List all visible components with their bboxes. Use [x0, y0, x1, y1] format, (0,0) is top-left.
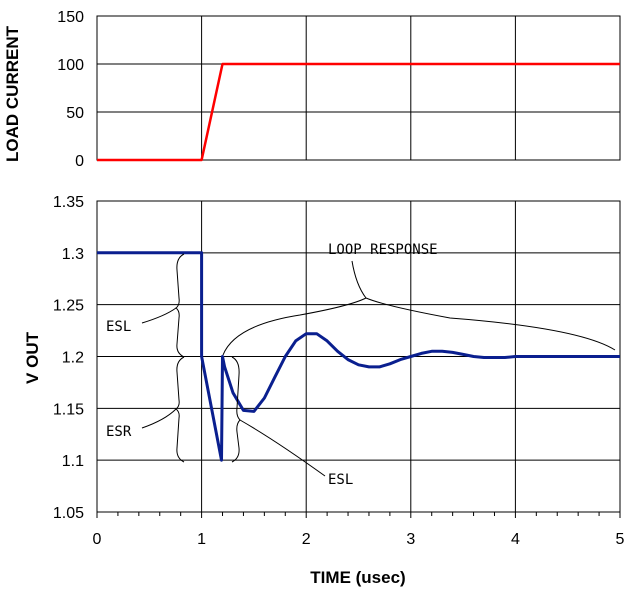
y-tick-label: 1.3: [62, 246, 84, 263]
y-tick-label: 1.05: [53, 505, 84, 522]
y-tick-label: 50: [66, 105, 84, 122]
y-tick-label: 0: [75, 153, 84, 170]
esr-label: ESR: [106, 424, 132, 440]
load-current-plot: 0 50 100 150: [57, 9, 621, 170]
esl-bottom-leader: [239, 419, 326, 477]
y-tick-label: 1.1: [62, 453, 84, 470]
esl-bottom-brace: [231, 356, 241, 463]
x-tick-label: 4: [511, 531, 520, 548]
esl-bottom-label: ESL: [328, 472, 353, 488]
loop-response-brace: [222, 297, 616, 356]
y-tick-label: 1.25: [53, 298, 84, 315]
esr-leader: [141, 408, 177, 429]
vout-plot: 1.05 1.1 1.15 1.2 1.25 1.3 1.35 0 1 2 3 4 5: [53, 194, 625, 548]
vout-axis-title: V OUT: [23, 331, 42, 384]
annotations: LOOP RESPONSE ESL ESR ESL: [106, 242, 616, 488]
loop-response-label: LOOP RESPONSE: [328, 242, 438, 258]
y-tick-label: 1.15: [53, 401, 84, 418]
plot-frame: [96, 15, 621, 161]
x-tick-label: 1: [197, 531, 206, 548]
time-axis-title: TIME (usec): [310, 568, 405, 587]
y-tick-label: 1.35: [53, 194, 84, 211]
vout-line: [97, 251, 620, 462]
load-current-axis-title: LOAD CURRENT: [3, 25, 22, 162]
x-tick-label: 5: [616, 531, 625, 548]
loop-response-leader: [351, 260, 367, 299]
y-tick-label: 150: [57, 9, 84, 26]
esl-left-brace: [175, 253, 185, 358]
esl-left-label: ESL: [106, 319, 131, 335]
load-current-line: [97, 62, 620, 162]
x-tick-label: 3: [406, 531, 415, 548]
esr-brace: [175, 356, 185, 463]
esl-left-leader: [141, 307, 177, 324]
x-tick-label: 0: [93, 531, 102, 548]
x-tick-label: 2: [302, 531, 311, 548]
y-tick-label: 1.2: [62, 350, 84, 367]
y-tick-label: 100: [57, 57, 84, 74]
